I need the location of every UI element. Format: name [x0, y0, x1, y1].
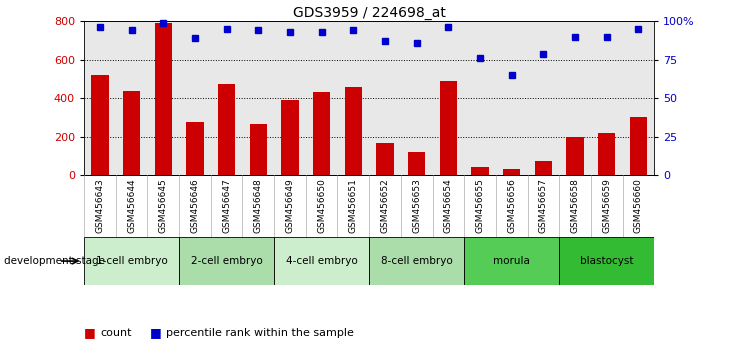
Bar	[186, 122, 204, 175]
Text: count: count	[100, 328, 132, 338]
Bar	[179, 237, 274, 285]
Bar	[154, 23, 172, 175]
Bar	[218, 84, 235, 175]
Text: GSM456648: GSM456648	[254, 178, 262, 233]
Text: blastocyst: blastocyst	[580, 256, 634, 266]
Text: GSM456655: GSM456655	[476, 178, 485, 233]
Text: GSM456644: GSM456644	[127, 178, 136, 233]
Bar	[249, 124, 267, 175]
Text: 1-cell embryo: 1-cell embryo	[96, 256, 167, 266]
Text: GSM456653: GSM456653	[412, 178, 421, 233]
Bar	[91, 75, 109, 175]
Bar	[281, 100, 299, 175]
Text: GSM456658: GSM456658	[571, 178, 580, 233]
Bar	[369, 237, 464, 285]
Text: percentile rank within the sample: percentile rank within the sample	[166, 328, 354, 338]
Text: GSM456652: GSM456652	[381, 178, 390, 233]
Bar	[559, 237, 654, 285]
Bar	[598, 133, 616, 175]
Text: GSM456647: GSM456647	[222, 178, 231, 233]
Bar	[123, 91, 140, 175]
Bar	[84, 237, 179, 285]
Text: GSM456643: GSM456643	[96, 178, 105, 233]
Text: GSM456651: GSM456651	[349, 178, 357, 233]
Text: ■: ■	[84, 326, 96, 339]
Text: ■: ■	[150, 326, 162, 339]
Text: 2-cell embryo: 2-cell embryo	[191, 256, 262, 266]
Text: GSM456657: GSM456657	[539, 178, 548, 233]
Bar	[534, 161, 552, 175]
Bar	[313, 92, 330, 175]
Bar	[629, 118, 647, 175]
Bar	[344, 87, 362, 175]
Text: GSM456660: GSM456660	[634, 178, 643, 233]
Bar	[376, 143, 394, 175]
Bar	[464, 237, 559, 285]
Text: GSM456656: GSM456656	[507, 178, 516, 233]
Bar	[471, 167, 489, 175]
Text: GSM456659: GSM456659	[602, 178, 611, 233]
Text: GSM456645: GSM456645	[159, 178, 167, 233]
Title: GDS3959 / 224698_at: GDS3959 / 224698_at	[292, 6, 446, 20]
Text: morula: morula	[493, 256, 530, 266]
Text: GSM456646: GSM456646	[191, 178, 200, 233]
Text: GSM456650: GSM456650	[317, 178, 326, 233]
Bar	[274, 237, 369, 285]
Text: GSM456654: GSM456654	[444, 178, 452, 233]
Text: development stage: development stage	[4, 256, 105, 266]
Text: 8-cell embryo: 8-cell embryo	[381, 256, 452, 266]
Text: 4-cell embryo: 4-cell embryo	[286, 256, 357, 266]
Bar	[567, 137, 584, 175]
Bar	[439, 81, 457, 175]
Text: GSM456649: GSM456649	[286, 178, 295, 233]
Bar	[503, 170, 520, 175]
Bar	[408, 152, 425, 175]
